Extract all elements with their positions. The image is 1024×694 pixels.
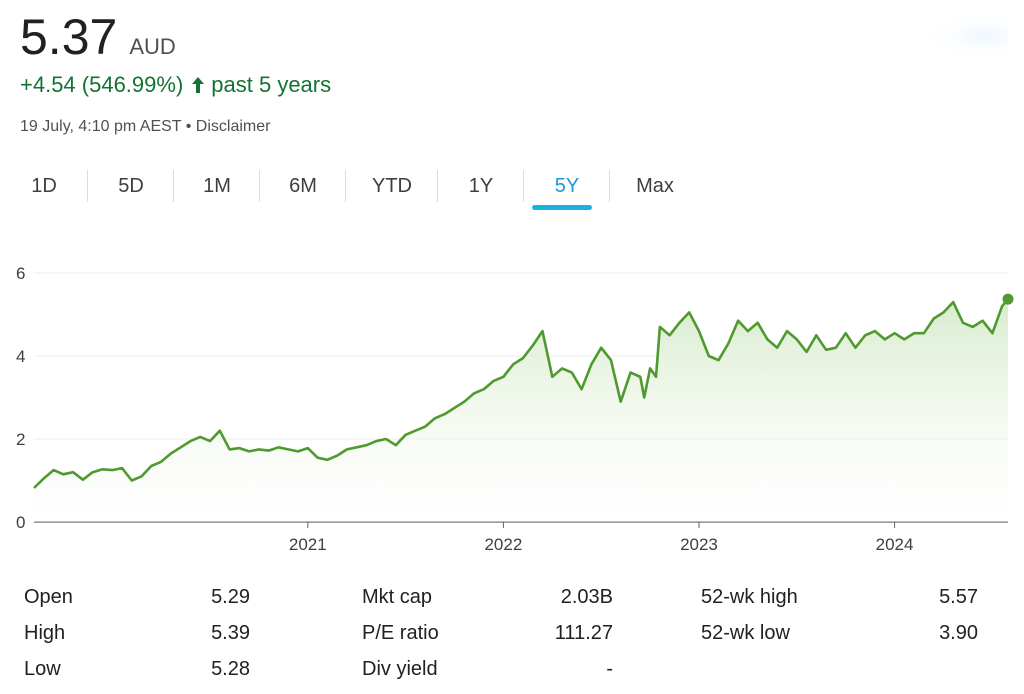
last-price-marker [1002,293,1014,305]
stat-label: 52-wk low [701,622,790,644]
x-tick-label: 2022 [484,535,522,554]
stat-value: - [606,658,613,680]
active-tab-indicator [532,205,592,210]
y-tick-label: 2 [16,430,25,449]
price-line [33,298,1009,489]
y-tick-label: 0 [16,513,25,532]
tab-1d[interactable]: 1D [0,162,88,210]
tab-1y[interactable]: 1Y [438,162,524,210]
stat-label: Div yield [362,658,438,680]
stats-row: High 5.39 P/E ratio 111.27 52-wk low 3.9… [24,622,1004,656]
stat-label: Mkt cap [362,586,433,608]
stats-row: Open 5.29 Mkt cap 2.03B 52-wk high 5.57 [24,586,1004,620]
tab-label: 1D [31,174,57,197]
glow-decoration-icon [896,16,1008,56]
stat-label: 52-wk high [701,586,798,608]
tab-label: 1Y [468,174,494,197]
stat-label: High [24,622,66,644]
range-tabs: 1D 5D 1M 6M YTD 1Y 5Y Max [0,162,700,210]
tab-5d[interactable]: 5D [88,162,174,210]
tab-ytd[interactable]: YTD [346,162,438,210]
stat-value: 5.57 [939,586,978,608]
price-chart[interactable]: 0 2 4 6 2021 2022 2023 2024 [0,250,1024,560]
tab-label: 1M [203,174,231,197]
stat-label: Low [24,658,61,680]
y-tick-label: 6 [16,264,25,283]
x-tick-label: 2024 [876,535,914,554]
price-header: 5.37 AUD [20,4,176,70]
disclaimer-link[interactable]: Disclaimer [195,118,271,135]
current-price: 5.37 [20,9,118,65]
stat-label: P/E ratio [362,622,439,644]
stat-value: 2.03B [560,586,613,608]
tab-label: 6M [289,174,317,197]
stat-value: 5.39 [211,622,250,644]
quote-timestamp: 19 July, 4:10 pm AEST [20,118,182,135]
stat-label: Open [24,586,73,608]
change-value: +4.54 (546.99%) [20,72,184,97]
tab-label: Max [636,174,674,197]
stat-value: 5.29 [211,586,250,608]
tab-label: 5D [118,174,144,197]
quote-meta: 19 July, 4:10 pm AEST • Disclaimer [20,118,270,136]
stat-value: 5.28 [211,658,250,680]
change-period: past 5 years [211,72,332,97]
tab-5y[interactable]: 5Y [524,162,610,210]
y-tick-label: 4 [16,347,25,366]
price-area [34,299,1008,522]
x-tick-label: 2023 [680,535,718,554]
tab-1m[interactable]: 1M [174,162,260,210]
arrow-up-icon [191,76,205,94]
x-tick-label: 2021 [289,535,327,554]
meta-separator: • [185,118,192,135]
tab-label: 5Y [554,174,580,197]
tab-6m[interactable]: 6M [260,162,346,210]
stat-value: 3.90 [939,622,978,644]
price-change: +4.54 (546.99%) past 5 years [20,72,331,98]
tab-max[interactable]: Max [610,162,700,210]
tab-label: YTD [372,174,412,197]
stats-row: Low 5.28 Div yield - [24,658,1004,692]
currency-code: AUD [129,34,176,59]
stat-value: 111.27 [554,622,613,644]
